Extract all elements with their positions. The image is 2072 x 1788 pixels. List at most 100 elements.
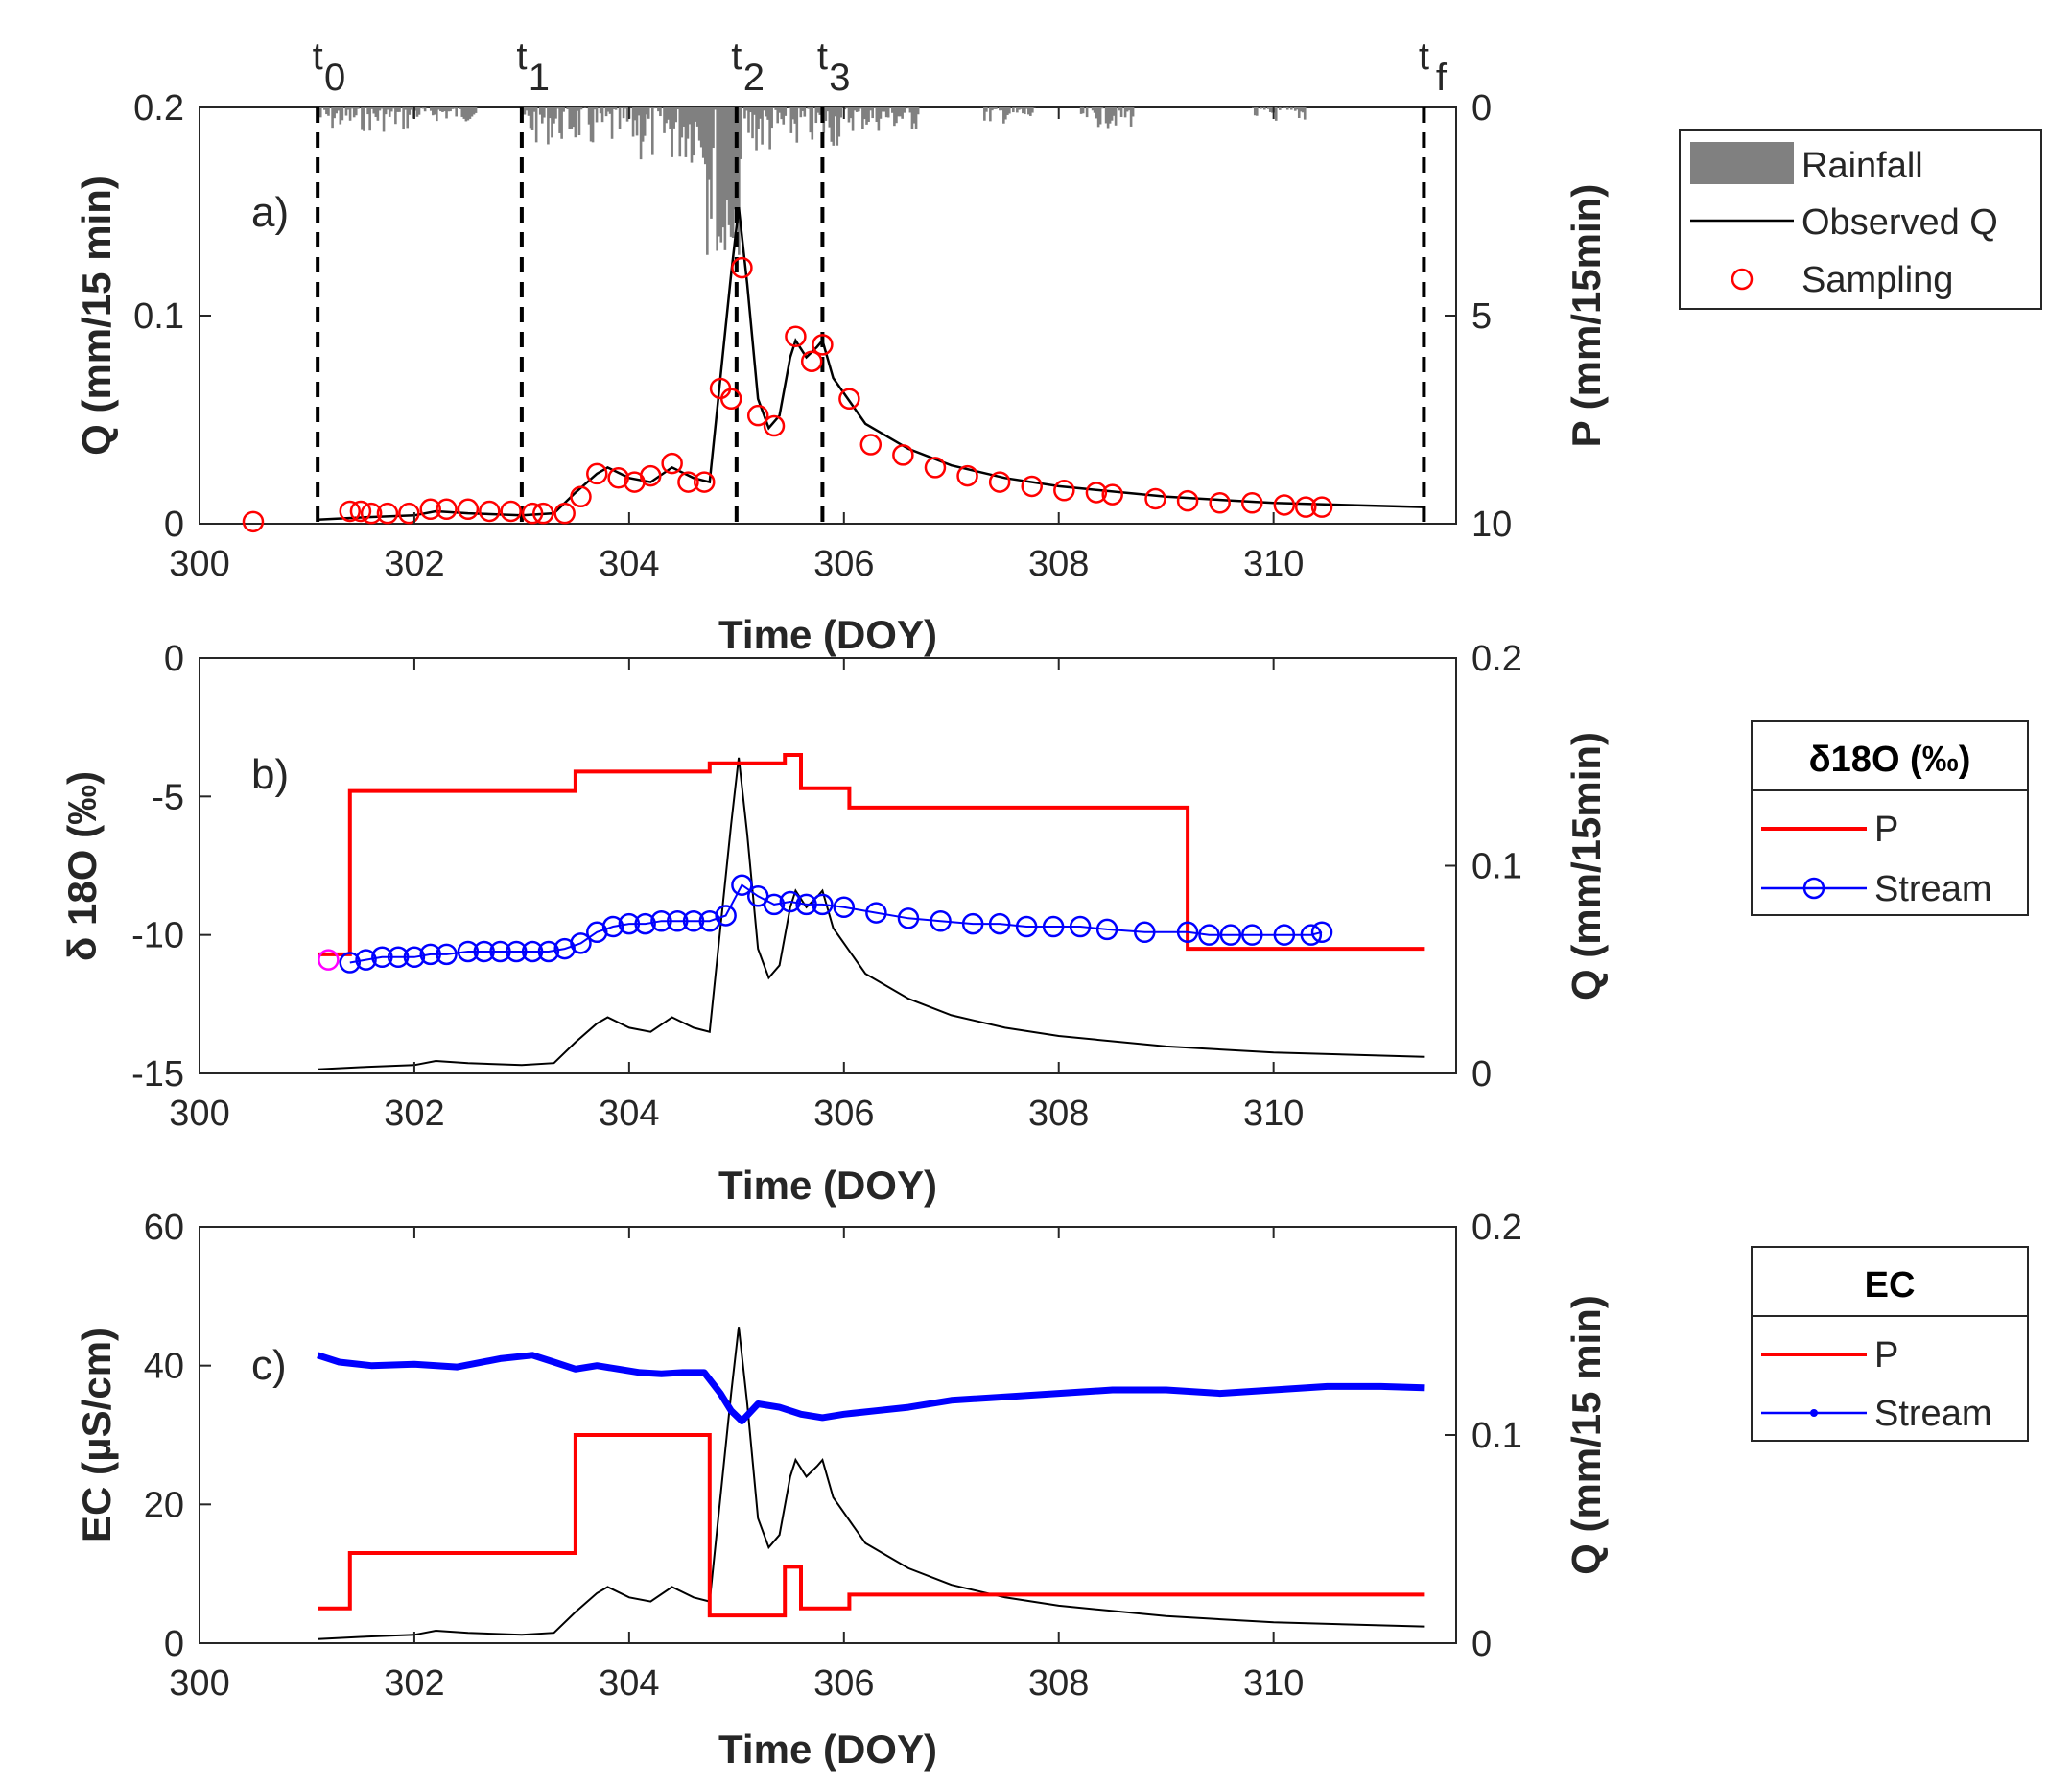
- sampling-point: [731, 256, 753, 279]
- sampling-point: [1273, 494, 1296, 516]
- panel-c: c) 300 302 304 306 308 310 0 20 40 60 0 0.1 0.2 Ti…: [74, 1208, 2029, 1772]
- y-tick-label: -10: [131, 916, 184, 956]
- panel-b-x-label: Time (DOY): [718, 1163, 937, 1208]
- legend-b: δ18O (‰) P Stream: [1751, 720, 2029, 916]
- stream-d18o-point: [473, 940, 495, 963]
- x-tick-label: 302: [384, 544, 444, 584]
- panel-b-y-ticks: -15 -10 -5 0: [131, 639, 211, 1094]
- precip-ec-path: [318, 1433, 1424, 1618]
- legend-c-title: EC: [1865, 1265, 1916, 1306]
- panel-a-y-right-ticks: 0 5 10: [1445, 88, 1512, 545]
- sampling-point: [376, 502, 399, 525]
- sampling-point: [1209, 492, 1231, 514]
- stream-d18o-path: [349, 883, 1323, 964]
- sampling-markers: [242, 256, 1333, 533]
- discharge-line-b: [318, 757, 1424, 1070]
- y-tick-label: -5: [152, 777, 184, 817]
- panel-a-y-ticks: 0 0.1 0.2: [133, 88, 211, 545]
- legend-rainfall-label: Rainfall: [1801, 146, 1923, 186]
- stream-d18o-point: [682, 909, 705, 932]
- time-marker-subscript: 2: [743, 57, 765, 99]
- sampling-point: [500, 500, 522, 523]
- sampling-point: [349, 500, 372, 523]
- panel-c-x-ticks: 300 302 304 306 308 310: [169, 1227, 1304, 1704]
- y-tick-label: 0: [164, 1624, 184, 1664]
- sampling-point: [1021, 475, 1043, 498]
- legend-c-stream-marker: [1810, 1409, 1818, 1417]
- sampling-point: [661, 452, 683, 475]
- stream-d18o-point: [988, 912, 1011, 935]
- sampling-point: [892, 444, 914, 466]
- x-tick-label: 306: [813, 1094, 874, 1134]
- stream-ec-path: [317, 1352, 1424, 1424]
- sampling-point: [988, 471, 1011, 493]
- x-tick-label: 310: [1243, 544, 1304, 584]
- sampling-point: [242, 510, 265, 533]
- x-tick-label: 308: [1028, 1663, 1089, 1704]
- sampling-point: [419, 498, 441, 521]
- panel-b-y-right-ticks: 0 0.1 0.2: [1445, 639, 1522, 1094]
- stream-d18o-point: [795, 893, 817, 916]
- y-tick-label: 60: [144, 1208, 184, 1248]
- x-tick-label: 304: [599, 544, 659, 584]
- y-tick-label: 0.1: [133, 296, 184, 337]
- discharge-path-c: [318, 1327, 1424, 1640]
- stream-d18o-point: [1241, 924, 1263, 946]
- sampling-point: [570, 485, 592, 508]
- sampling-point: [1101, 483, 1123, 506]
- x-tick-label: 306: [813, 1663, 874, 1704]
- stream-d18o-point: [355, 949, 377, 971]
- sampling-point: [521, 502, 544, 525]
- panel-c-label: c): [251, 1342, 287, 1389]
- stream-d18o-point: [1198, 924, 1220, 946]
- stream-d18o-point: [1310, 921, 1333, 944]
- y-right-tick-label: 0.2: [1472, 1208, 1522, 1248]
- sampling-point: [956, 464, 978, 487]
- panel-c-y-right-ticks: 0 0.1 0.2: [1445, 1208, 1522, 1664]
- sampling-point: [532, 502, 554, 525]
- stream-d18o-point: [833, 896, 856, 919]
- time-marker-label: t: [516, 35, 527, 78]
- sampling-point: [1053, 480, 1075, 502]
- stream-d18o-line: [318, 874, 1333, 974]
- time-marker-label: t: [731, 35, 742, 78]
- stream-d18o-point: [457, 940, 480, 963]
- panel-b-y-right-label: Q (mm/15min): [1564, 732, 1609, 1000]
- legend-c-box: [1751, 1246, 2029, 1442]
- stream-d18o-point: [812, 893, 834, 916]
- sampling-point: [1294, 496, 1317, 518]
- sampling-point: [436, 498, 458, 521]
- x-tick-label: 310: [1243, 1663, 1304, 1704]
- sampling-point: [746, 404, 769, 427]
- sampling-point: [479, 500, 501, 523]
- y-right-tick-label: 0: [1472, 1054, 1492, 1094]
- time-marker-subscript: 3: [829, 57, 850, 99]
- y-tick-label: 20: [144, 1485, 184, 1525]
- stream-d18o-point: [779, 890, 802, 913]
- stream-d18o-point: [618, 912, 641, 935]
- observed-q-path: [318, 207, 1424, 521]
- stream-d18o-point: [897, 907, 920, 929]
- sampling-point: [586, 462, 608, 485]
- x-tick-label: 304: [599, 1663, 659, 1704]
- panel-a-x-ticks: 300 302 304 306 308 310: [169, 107, 1304, 584]
- y-right-tick-label: 0.1: [1472, 847, 1522, 887]
- first-sample-point: [318, 949, 340, 971]
- sampling-point: [398, 502, 420, 525]
- sampling-point: [677, 471, 699, 493]
- stream-d18o-point: [419, 943, 441, 966]
- sampling-point: [838, 388, 860, 411]
- stream-d18o-point: [961, 912, 984, 935]
- stream-d18o-point: [1134, 921, 1156, 944]
- x-tick-label: 302: [384, 1094, 444, 1134]
- stream-d18o-point: [731, 874, 753, 896]
- precip-ec-step-line: [318, 1433, 1424, 1618]
- stream-d18o-point: [506, 940, 528, 963]
- sampling-point: [360, 502, 383, 525]
- x-tick-label: 308: [1028, 1094, 1089, 1134]
- panel-b-axes-box: [199, 657, 1457, 1074]
- stream-d18o-point: [666, 909, 689, 932]
- panel-c-x-label: Time (DOY): [718, 1727, 937, 1772]
